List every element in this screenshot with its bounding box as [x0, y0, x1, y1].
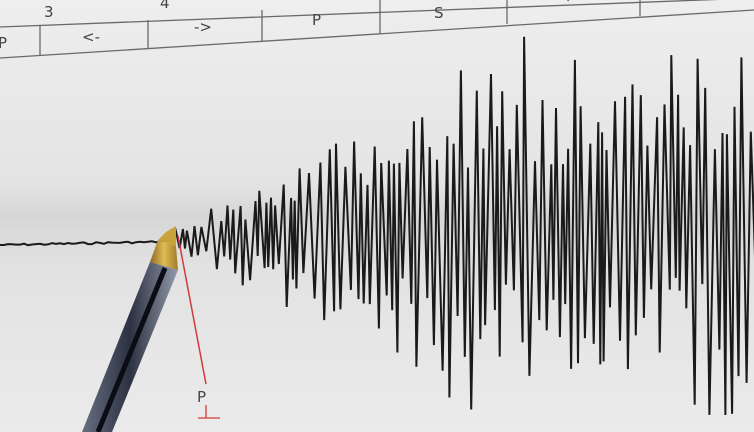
header-table	[0, 0, 754, 59]
table-cell-arrow-left: <-	[82, 28, 100, 46]
seismic-trace	[0, 36, 754, 416]
p-wave-label: P	[197, 388, 206, 406]
table-cell-s: S	[434, 4, 444, 22]
pen	[82, 226, 178, 432]
table-cell-3: 3	[44, 3, 54, 21]
table-cell-p: P	[312, 11, 321, 29]
table-cell-arrow-right: ->	[194, 18, 212, 36]
table-cell-p-left: P	[0, 34, 7, 52]
table-cell-tick: '	[566, 0, 570, 12]
table-cell-4: 4	[160, 0, 170, 12]
p-wave-annotation: P	[177, 235, 220, 419]
